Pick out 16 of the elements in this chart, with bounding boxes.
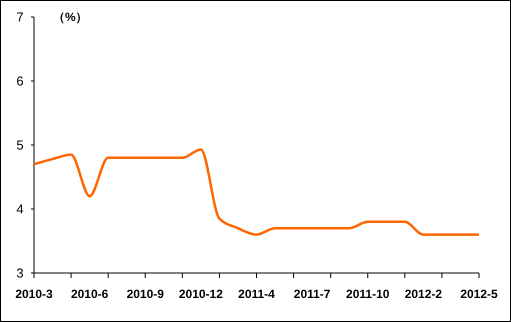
y-tick-label: 7 <box>16 10 24 25</box>
x-tick-label: 2012-2 <box>404 287 442 301</box>
y-tick-label: 5 <box>16 138 24 153</box>
line-series <box>32 148 480 236</box>
x-tick-label: 2010-3 <box>15 287 54 301</box>
x-tick-label: 2012-5 <box>460 287 498 301</box>
x-tick-label: 2011-7 <box>294 287 331 301</box>
y-tick-label: 6 <box>16 74 24 89</box>
y-tick-label: 3 <box>16 266 24 281</box>
x-tick-label: 2011-4 <box>238 287 276 301</box>
y-tick-label: 4 <box>16 202 24 217</box>
y-axis-title: （%） <box>53 10 88 24</box>
x-tick-label: 2010-12 <box>178 287 224 301</box>
x-tick-label: 2011-10 <box>346 287 390 301</box>
x-tick-label: 2010-9 <box>126 287 164 301</box>
x-tick-label: 2010-6 <box>70 287 109 301</box>
